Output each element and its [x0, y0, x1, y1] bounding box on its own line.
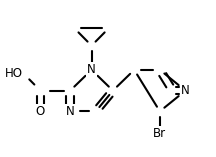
- Text: N: N: [87, 63, 96, 76]
- Text: N: N: [181, 84, 190, 97]
- Text: N: N: [66, 105, 75, 118]
- Text: HO: HO: [5, 67, 23, 80]
- Text: O: O: [36, 105, 45, 118]
- Text: Br: Br: [153, 127, 166, 140]
